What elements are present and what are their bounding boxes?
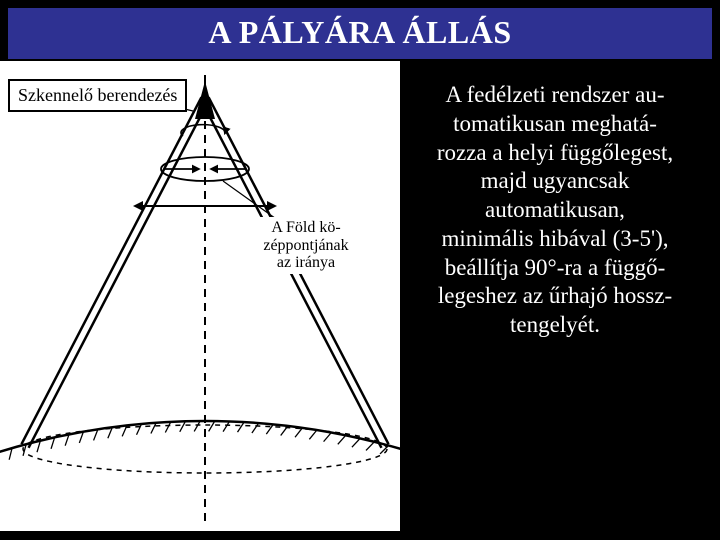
scanner-label-text: Szkennelő berendezés bbox=[18, 85, 177, 105]
body-text: A fedélzeti rendszer au-tomatikusan megh… bbox=[400, 81, 710, 340]
body-text-content: A fedélzeti rendszer au-tomatikusan megh… bbox=[437, 82, 673, 337]
title-bar: A PÁLYÁRA ÁLLÁS bbox=[6, 6, 714, 61]
trajectory-diagram bbox=[0, 61, 400, 531]
earth-center-direction-label: A Föld kö-zéppontjánakaz iránya bbox=[244, 217, 368, 274]
diagram-svg bbox=[0, 61, 400, 531]
content-area: Szkennelő berendezés A Föld kö-zéppontjá… bbox=[0, 61, 720, 531]
scanner-label-box: Szkennelő berendezés bbox=[8, 79, 187, 112]
page-title: A PÁLYÁRA ÁLLÁS bbox=[8, 14, 712, 51]
earth-center-direction-text: A Föld kö-zéppontjánakaz iránya bbox=[263, 219, 348, 271]
